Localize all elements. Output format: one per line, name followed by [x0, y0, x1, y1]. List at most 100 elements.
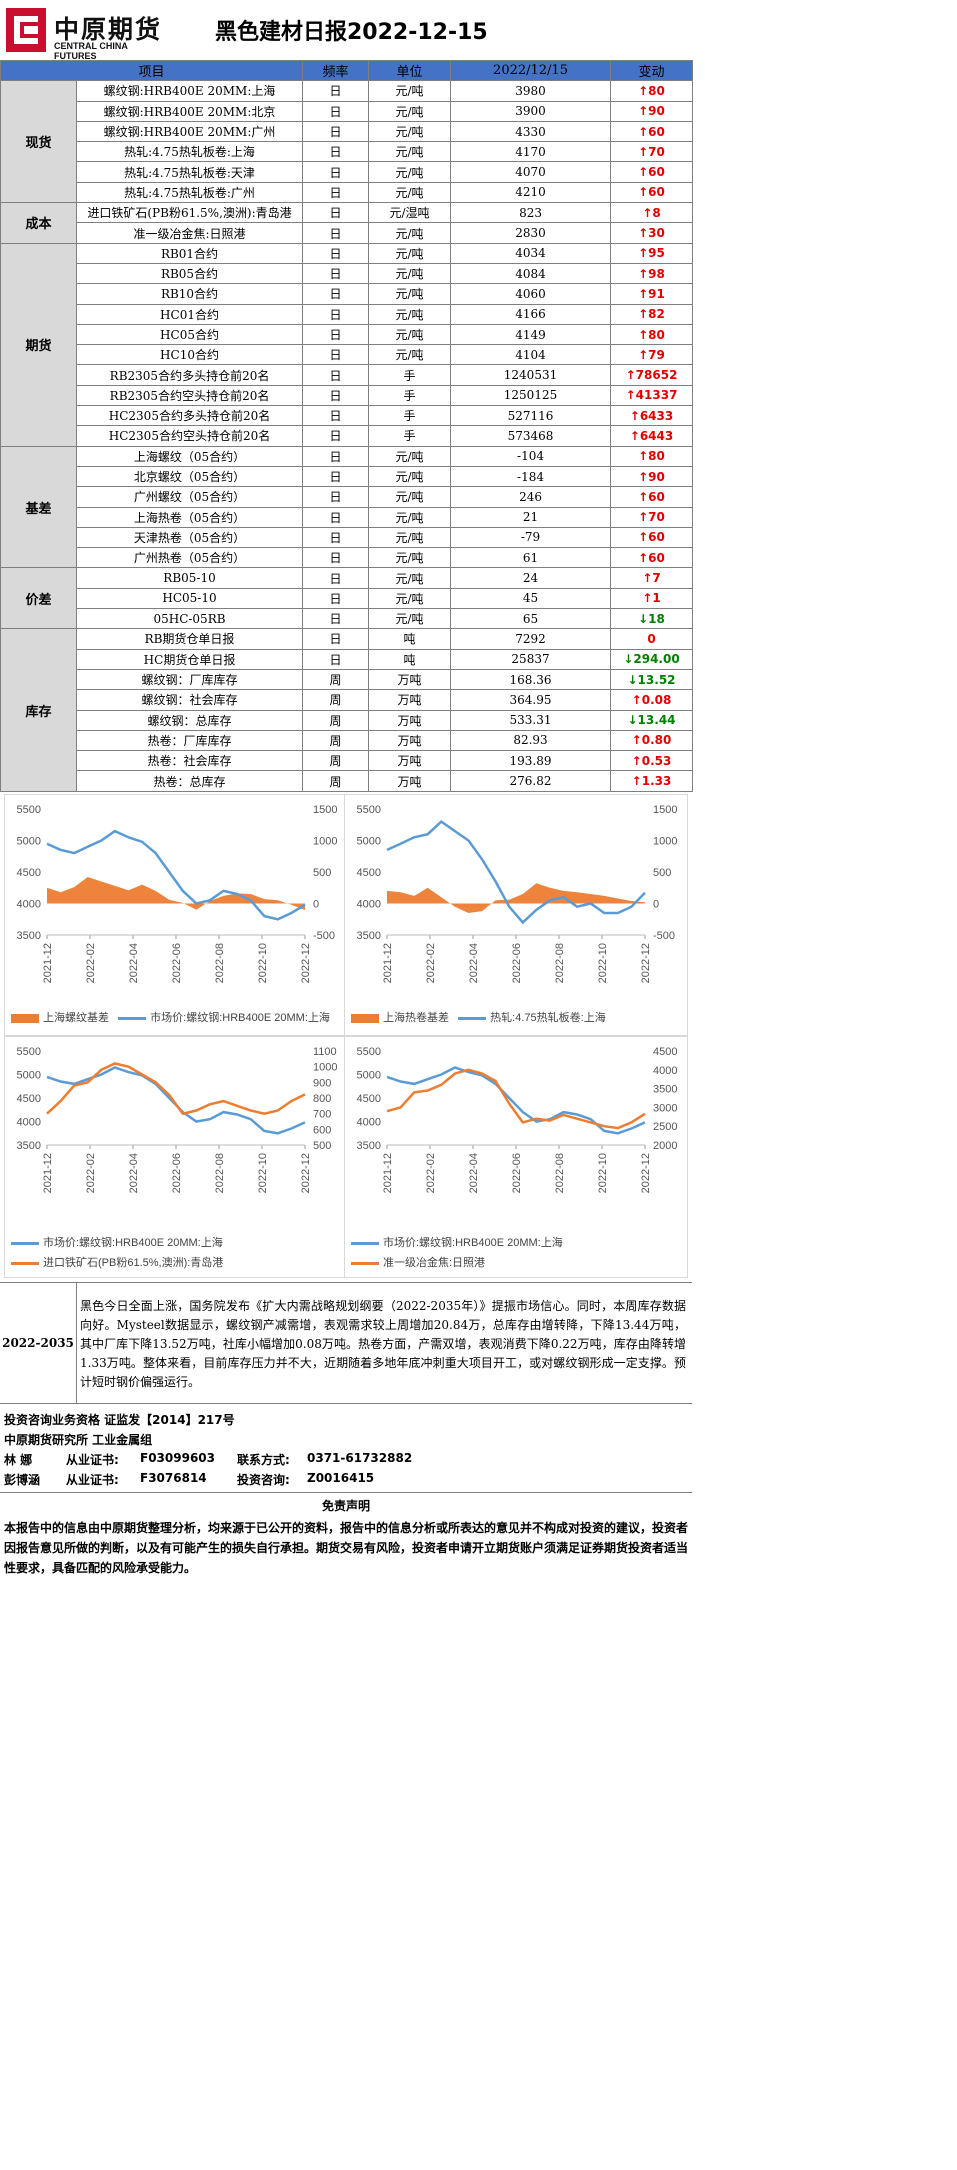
- change-cell: ↑6433: [610, 405, 694, 427]
- category-cell: 基差: [0, 445, 77, 569]
- item-cell: HC2305合约空头持仓前20名: [75, 425, 304, 447]
- series-area: [387, 883, 645, 913]
- table-header-row: 项目 频率 单位 2022/12/15 变动: [0, 59, 694, 82]
- y-tick-right: 2500: [653, 1121, 677, 1133]
- unit-cell: 元/吨: [368, 486, 452, 508]
- category-cell: 成本: [0, 202, 77, 244]
- y-tick-left: 5500: [357, 1046, 381, 1058]
- item-cell: HC05-10: [75, 587, 304, 610]
- value-cell: -79: [450, 526, 612, 549]
- qualification: 投资咨询业务资格 证监发【2014】217号: [4, 1413, 235, 1427]
- y-tick-right: 900: [313, 1077, 331, 1089]
- unit-cell: 万吨: [368, 709, 452, 731]
- value-cell: 4070: [450, 161, 612, 183]
- value-cell: 4170: [450, 141, 612, 163]
- chart-rebar-vs-ore: 5500 5000 4500 4000 3500 1100 1000 900 800 700 600…: [4, 1036, 348, 1278]
- freq-cell: 周: [302, 668, 370, 691]
- y-tick-left: 4000: [17, 1117, 41, 1129]
- value-cell: 4149: [450, 323, 612, 346]
- unit-cell: 元/吨: [368, 303, 452, 325]
- item-cell: 热卷：总库存: [75, 770, 304, 792]
- table-row: 价差 RB05-10 日元/吨 24 ↑7: [0, 567, 694, 630]
- table-row: 期货 RB01合约日元/吨 4034 ↑95: [0, 242, 694, 447]
- change-cell: ↑30: [610, 222, 694, 244]
- change-cell: ↑60: [610, 486, 694, 508]
- freq-cell: 日: [302, 100, 370, 122]
- unit-cell: 元/吨: [368, 80, 452, 102]
- unit-cell: 手: [368, 384, 452, 407]
- value-cell: 246: [450, 486, 612, 508]
- value-cell: 4166: [450, 303, 612, 325]
- y-tick-left: 4000: [357, 899, 381, 911]
- brand-name-en: CENTRAL CHINA FUTURES: [54, 41, 128, 61]
- data-table: 项目 频率 单位 2022/12/15 变动 现货 螺纹钢:HRB400E 20M…: [0, 59, 694, 792]
- chart-rebar-vs-coke-plot: 5500 5000 4500 4000 3500 4500 4000 3500 3000 2500…: [357, 1046, 678, 1193]
- change-cell: ↑80: [610, 445, 694, 467]
- x-tick-label: 2022-08: [214, 1153, 226, 1193]
- table-body: 现货 螺纹钢:HRB400E 20MM:上海日元/吨 3980 ↑80 螺纹钢:HRB4…: [0, 80, 694, 792]
- value-cell: 276.82: [450, 770, 612, 792]
- y-tick-right: -500: [313, 930, 335, 942]
- y-tick-right: 1000: [313, 836, 337, 848]
- value-cell: 2830: [450, 222, 612, 244]
- x-tick-label: 2022-10: [257, 1153, 269, 1193]
- col-header-unit: 单位: [368, 59, 452, 82]
- unit-cell: 元/吨: [368, 242, 452, 264]
- table-row: 螺纹钢：社会库存周万吨 364.95 ↑0.08: [1, 689, 694, 711]
- value-cell: 4084: [450, 262, 612, 285]
- item-cell: 05HC-05RB: [75, 608, 304, 630]
- category-cell: 现货: [0, 80, 77, 204]
- advisory-label: 投资咨询:: [237, 1473, 290, 1487]
- item-cell: HC10合约: [75, 344, 304, 366]
- legend-swatch: [458, 1016, 487, 1020]
- item-cell: RB2305合约空头持仓前20名: [75, 384, 304, 407]
- change-cell: ↑60: [610, 181, 694, 204]
- y-tick-right: 500: [313, 867, 331, 879]
- unit-cell: 万吨: [368, 729, 452, 752]
- freq-cell: 周: [302, 750, 370, 772]
- series-line: [46, 1062, 306, 1116]
- y-tick-left: 4500: [17, 1093, 41, 1105]
- table-row: RB2305合约空头持仓前20名日手 1250125 ↑41337: [1, 384, 694, 407]
- y-tick-right: 500: [313, 1140, 331, 1152]
- y-tick-right: 600: [313, 1124, 331, 1136]
- unit-cell: 手: [368, 425, 452, 447]
- item-cell: 准一级冶金焦:日照港: [75, 222, 304, 244]
- value-cell: 1240531: [450, 364, 612, 386]
- item-cell: RB05合约: [75, 262, 304, 285]
- value-cell: 4210: [450, 181, 612, 204]
- legend-label: 热轧:4.75热轧板卷:上海: [490, 1012, 606, 1024]
- brand-logo: 中原期货 CENTRAL CHINA FUTURES: [6, 8, 166, 61]
- chart-rebar-vs-coke: 5500 5000 4500 4000 3500 4500 4000 3500 3000 2500…: [344, 1036, 688, 1278]
- x-tick-label: 2022-02: [425, 943, 437, 983]
- freq-cell: 日: [302, 506, 370, 528]
- unit-cell: 手: [368, 364, 452, 386]
- freq-cell: 日: [302, 445, 370, 467]
- freq-cell: 日: [302, 80, 370, 102]
- unit-cell: 元/吨: [368, 120, 452, 143]
- freq-cell: 日: [302, 384, 370, 407]
- table-row: 螺纹钢：总库存周万吨 533.31 ↓13.44: [1, 709, 694, 731]
- legend-swatch: [11, 1241, 39, 1245]
- x-tick-label: 2022-02: [85, 1153, 97, 1193]
- freq-cell: 日: [302, 120, 370, 143]
- y-tick-left: 4500: [17, 867, 41, 879]
- unit-cell: 元/吨: [368, 141, 452, 163]
- series-line: [386, 819, 646, 925]
- item-cell: 螺纹钢:HRB400E 20MM:上海: [75, 80, 304, 102]
- unit-cell: 万吨: [368, 689, 452, 711]
- unit-cell: 元/吨: [368, 465, 452, 488]
- y-tick-right: 3000: [653, 1102, 677, 1114]
- legend-swatch: [351, 1013, 379, 1023]
- change-cell: ↑6443: [610, 425, 694, 447]
- y-tick-right: -500: [653, 930, 675, 942]
- legend-swatch: [351, 1241, 379, 1245]
- x-tick-label: 2022-10: [597, 1153, 609, 1193]
- y-tick-left: 4500: [357, 1093, 381, 1105]
- item-cell: 热轧:4.75热轧板卷:天津: [75, 161, 304, 183]
- change-cell: ↑0.53: [610, 750, 694, 772]
- y-tick-left: 3500: [357, 930, 381, 942]
- value-cell: 61: [450, 547, 612, 569]
- item-cell: 上海螺纹（05合约）: [75, 445, 304, 467]
- contact-phone: 0371-61732882: [307, 1451, 413, 1465]
